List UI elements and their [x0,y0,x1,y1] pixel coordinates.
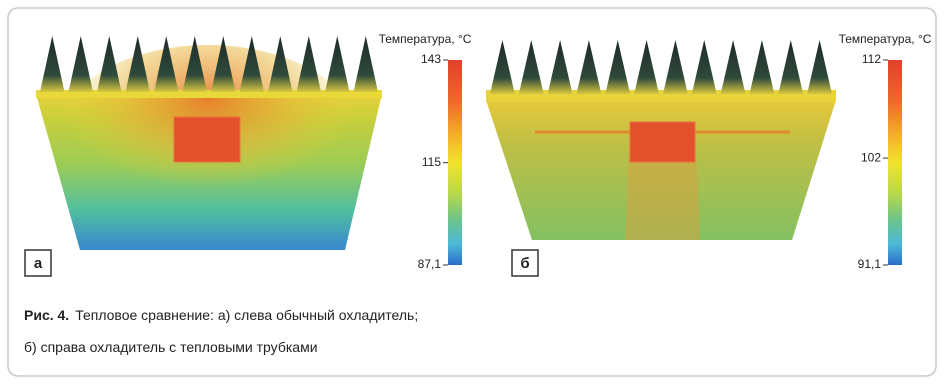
colorbar [448,60,462,265]
fin [721,40,746,94]
fin [354,36,379,92]
fin [325,36,350,92]
fin [750,40,775,94]
fin [663,40,688,94]
fin [634,40,659,94]
caption-line: б) справа охладитель с тепловыми трубкам… [24,339,318,355]
tick-label: 143 [421,52,441,66]
fin [490,40,515,94]
fin [778,40,803,94]
caption-line: Тепловое сравнение: а) слева обычный охл… [75,307,418,323]
tick-label: 91,1 [858,257,882,271]
tick-label: 102 [861,150,881,164]
fin [605,40,630,94]
colorbar [888,60,902,265]
caption-label: Рис. 4. [24,307,69,323]
fin [519,40,544,94]
panel-label: а [34,255,43,272]
fin [577,40,602,94]
tick-label: 112 [862,52,881,66]
fin [40,36,65,92]
fin [692,40,717,94]
fin [548,40,573,94]
scale-title: Температура, °С [839,32,932,46]
caption: Рис. 4. Тепловое сравнение: а) слева обыч… [24,307,418,323]
figure: а б Температура, °С Температура, °С Рис.… [0,0,945,385]
heatsink-b [486,40,836,240]
tick-label: 115 [422,155,441,169]
fin [69,36,94,92]
fin [807,40,832,94]
heatsink-a [36,36,382,250]
tick-label: 87,1 [418,257,442,271]
scale-title: Температура, °С [379,32,472,46]
panel-label: б [520,255,529,272]
